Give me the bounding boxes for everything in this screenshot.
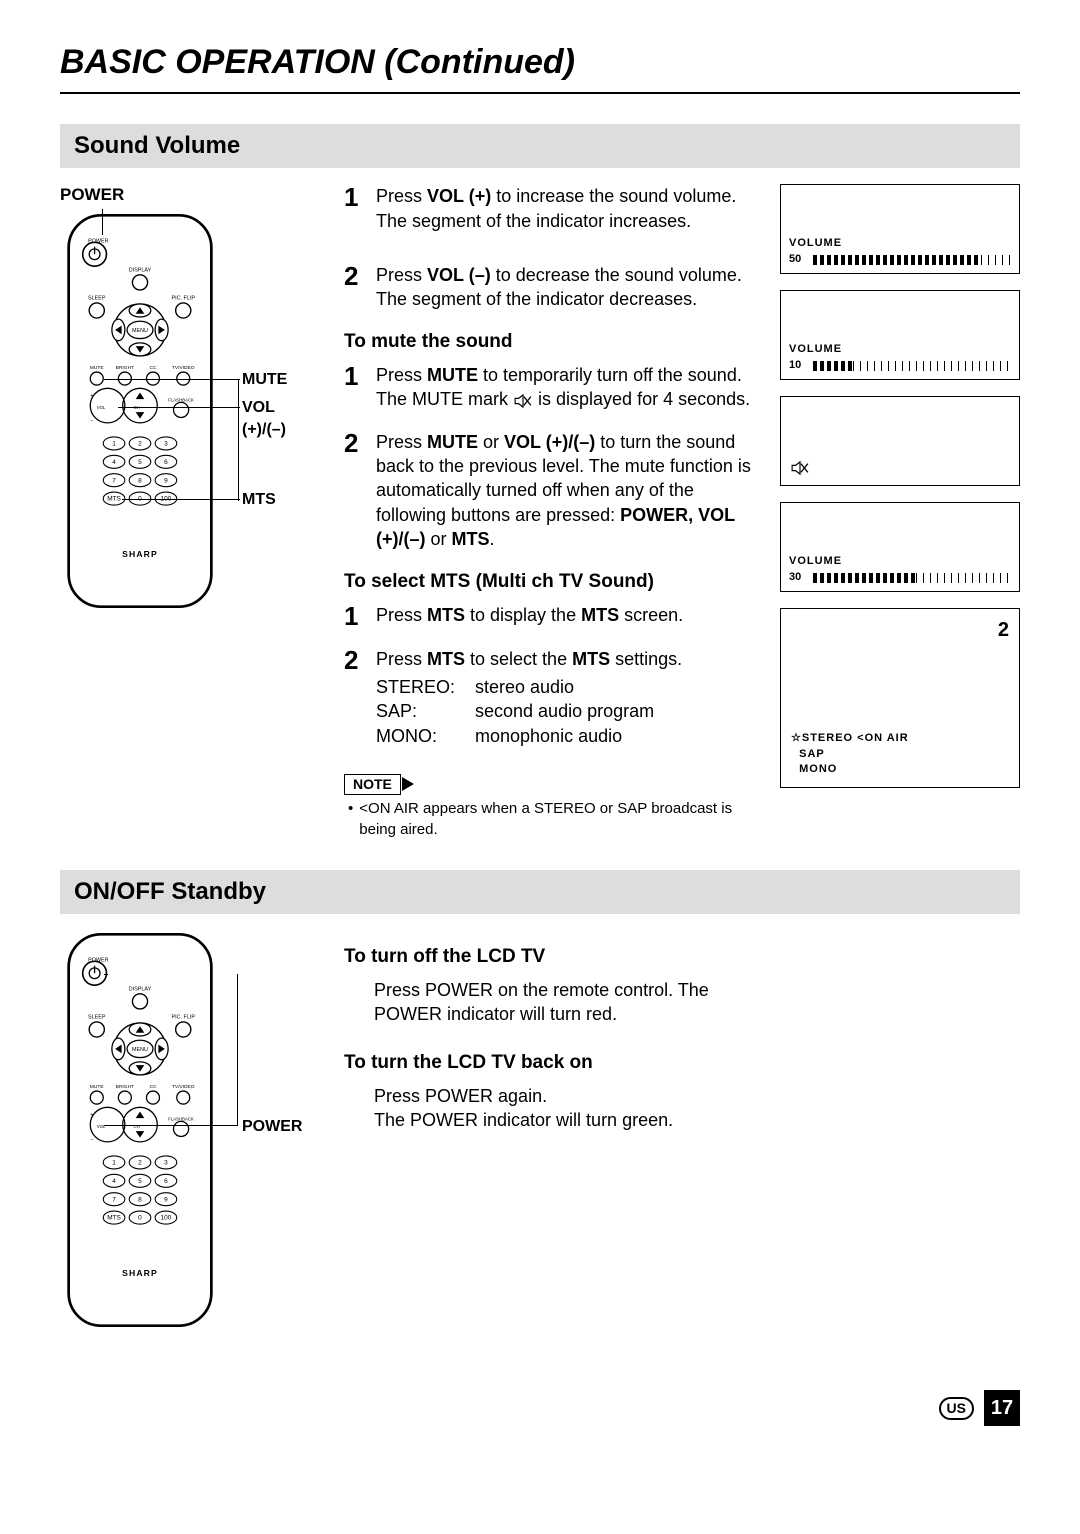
screen-vol-50: VOLUME 50 (780, 184, 1020, 274)
turnon-heading: To turn the LCD TV back on (344, 1050, 756, 1076)
page-footer: US 17 (60, 1390, 1020, 1426)
callout-vol: VOL (+)/(–) (242, 397, 286, 440)
step-mts-2: 2 Press MTS to select the MTS settings. … (344, 647, 756, 748)
screen-vol-10: VOLUME 10 (780, 290, 1020, 380)
mts-heading: To select MTS (Multi ch TV Sound) (344, 569, 756, 595)
remote-diagram-2 (60, 930, 220, 1330)
mute-icon (513, 394, 533, 408)
remote-column-2: POWER (60, 930, 320, 1330)
section-sound-volume-header: Sound Volume (60, 124, 1020, 168)
note-text: <ON AIR appears when a STEREO or SAP bro… (348, 799, 756, 840)
instructions-column-1: 1 Press VOL (+) to increase the sound vo… (344, 184, 756, 840)
step-mute-1: 1 Press MUTE to temporarily turn off the… (344, 363, 756, 412)
note-label: NOTE (344, 774, 401, 795)
turnon-text: Press POWER again. The POWER indicator w… (374, 1084, 756, 1133)
screen-mute (780, 396, 1020, 486)
instructions-column-2: To turn off the LCD TV Press POWER on th… (344, 930, 756, 1330)
section-sound-volume-body: POWER MUTE VOL (+)/(–) MTS 1 (60, 184, 1020, 840)
step-mute-2: 2 Press MUTE or VOL (+)/(–) to turn the … (344, 430, 756, 551)
mts-settings-table: STEREO:stereo audio SAP:second audio pro… (376, 675, 756, 748)
page-title: BASIC OPERATION (Continued) (60, 40, 1020, 94)
region-badge: US (939, 1397, 974, 1420)
remote-diagram-1 (60, 211, 220, 611)
screens-column: VOLUME 50 VOLUME 10 VOLUME 30 2 (780, 184, 1020, 840)
callout-mute: MUTE (242, 369, 287, 391)
callout-mts: MTS (242, 489, 276, 511)
turnoff-heading: To turn off the LCD TV (344, 944, 756, 970)
turnoff-text: Press POWER on the remote control. The P… (374, 978, 756, 1027)
mute-heading: To mute the sound (344, 329, 756, 355)
screen-mts: 2 ☆STEREO <ON AIR SAP MONO (780, 608, 1020, 788)
section-standby-header: ON/OFF Standby (60, 870, 1020, 914)
step-vol-down: 2 Press VOL (–) to decrease the sound vo… (344, 263, 756, 312)
page-number: 17 (984, 1390, 1020, 1426)
callout-power-2: POWER (242, 1116, 302, 1138)
screen-vol-30: VOLUME 30 (780, 502, 1020, 592)
mute-icon (791, 461, 809, 475)
step-mts-1: 1 Press MTS to display the MTS screen. (344, 603, 756, 629)
remote-column-1: POWER MUTE VOL (+)/(–) MTS (60, 184, 320, 840)
step-vol-up: 1 Press VOL (+) to increase the sound vo… (344, 184, 756, 233)
power-label: POWER (60, 184, 320, 207)
section-standby-body: POWER To turn off the LCD TV Press POWER… (60, 930, 1020, 1330)
